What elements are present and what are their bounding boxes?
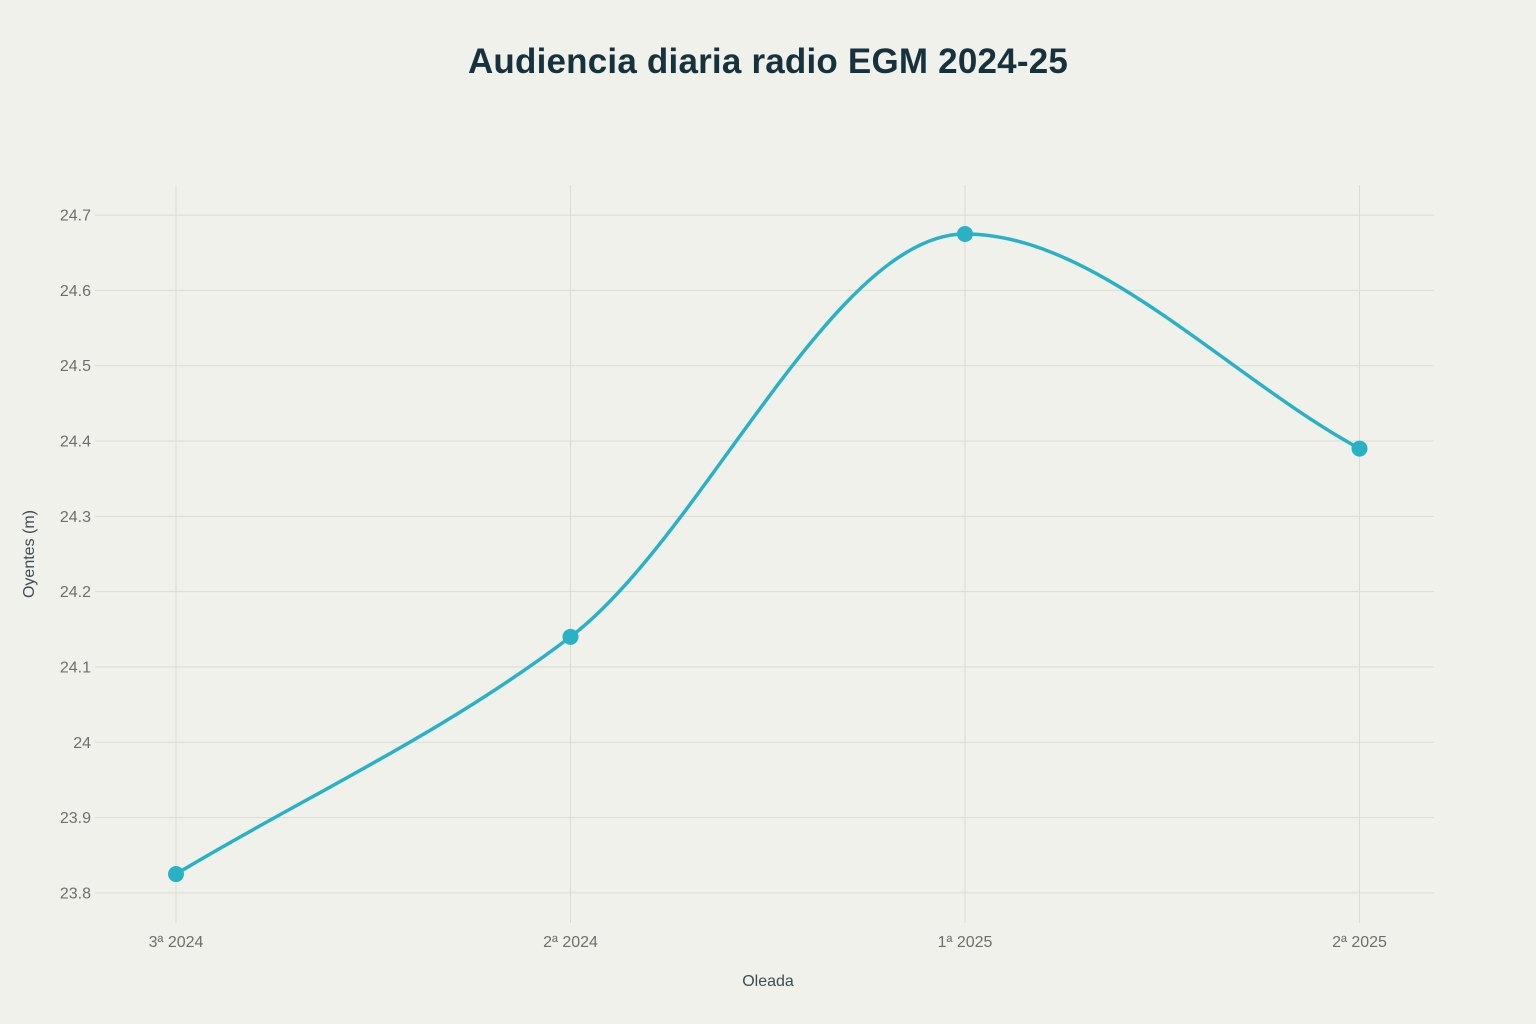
y-tick-label: 24.4 xyxy=(60,434,91,451)
data-point xyxy=(1351,440,1368,457)
data-point xyxy=(957,225,973,242)
y-tick-label: 24.6 xyxy=(60,283,91,300)
y-tick-label: 24.7 xyxy=(60,208,91,225)
x-tick-label: 2ª 2025 xyxy=(1332,934,1387,951)
x-tick-label: 1ª 2025 xyxy=(938,934,993,951)
chart-title: Audiencia diaria radio EGM 2024-25 xyxy=(467,42,1069,81)
y-tick-label: 23.8 xyxy=(60,885,91,902)
y-tick-label: 24.2 xyxy=(60,584,91,601)
data-point xyxy=(562,628,579,645)
y-tick-label: 24.3 xyxy=(60,509,91,526)
y-tick-label: 24.5 xyxy=(60,358,91,375)
y-tick-label: 24 xyxy=(73,735,91,752)
y-tick-label: 23.9 xyxy=(60,810,91,827)
x-axis-title: Oleada xyxy=(742,973,794,990)
audience-line-series xyxy=(174,232,1362,876)
y-tick-label: 24.1 xyxy=(60,659,91,676)
data-point xyxy=(168,866,184,883)
x-tick-label: 3ª 2024 xyxy=(149,934,204,951)
x-tick-label: 2ª 2024 xyxy=(543,934,598,951)
